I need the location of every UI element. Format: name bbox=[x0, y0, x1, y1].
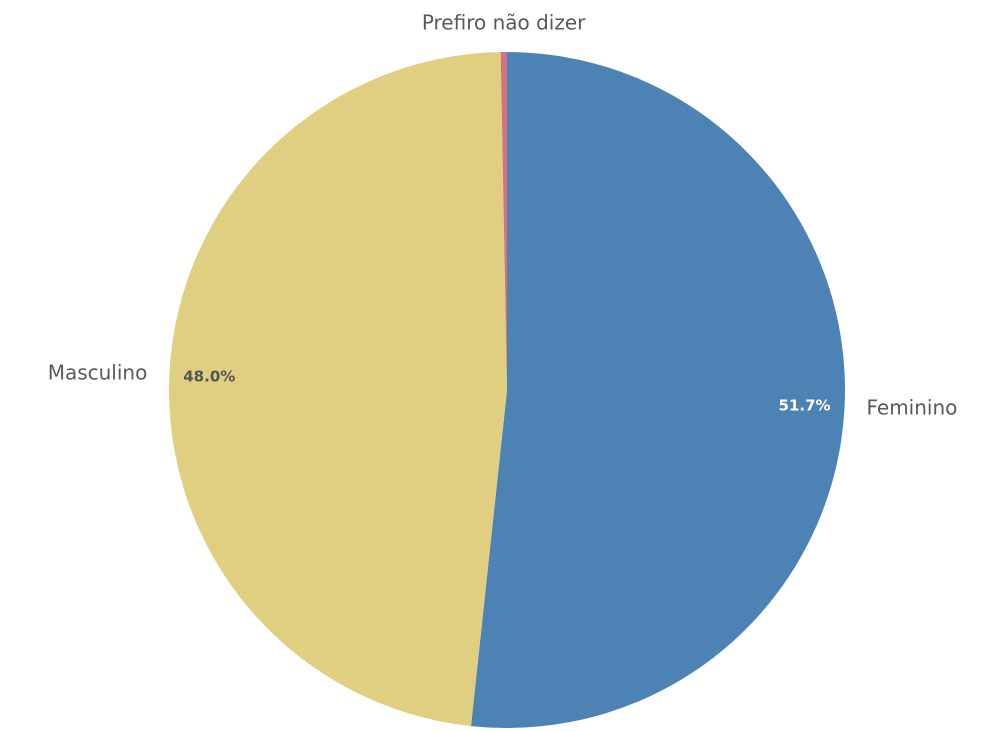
pie-slice bbox=[470, 51, 846, 728]
pie-slice bbox=[500, 52, 507, 390]
value-label: 51.7% bbox=[779, 396, 831, 414]
category-label: Prefiro não dizer bbox=[422, 11, 586, 35]
pie-slice bbox=[168, 52, 508, 727]
value-label: 48.0% bbox=[183, 367, 235, 385]
category-label: Masculino bbox=[48, 361, 148, 385]
category-label: Feminino bbox=[866, 396, 957, 420]
